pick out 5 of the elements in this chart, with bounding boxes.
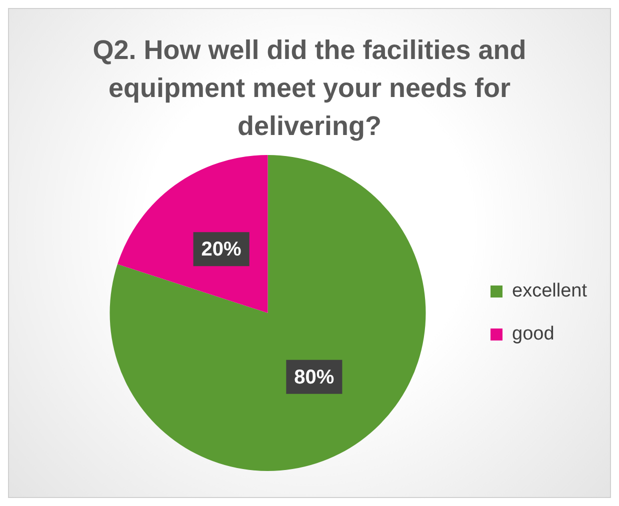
legend-label: good — [512, 324, 554, 345]
legend-label: excellent — [512, 280, 588, 302]
data-label: 80% — [294, 366, 334, 388]
chart-title: Q2. How well did the facilities and equipment meet your needs for delivering? — [92, 34, 528, 143]
data-label: 20% — [201, 238, 242, 261]
